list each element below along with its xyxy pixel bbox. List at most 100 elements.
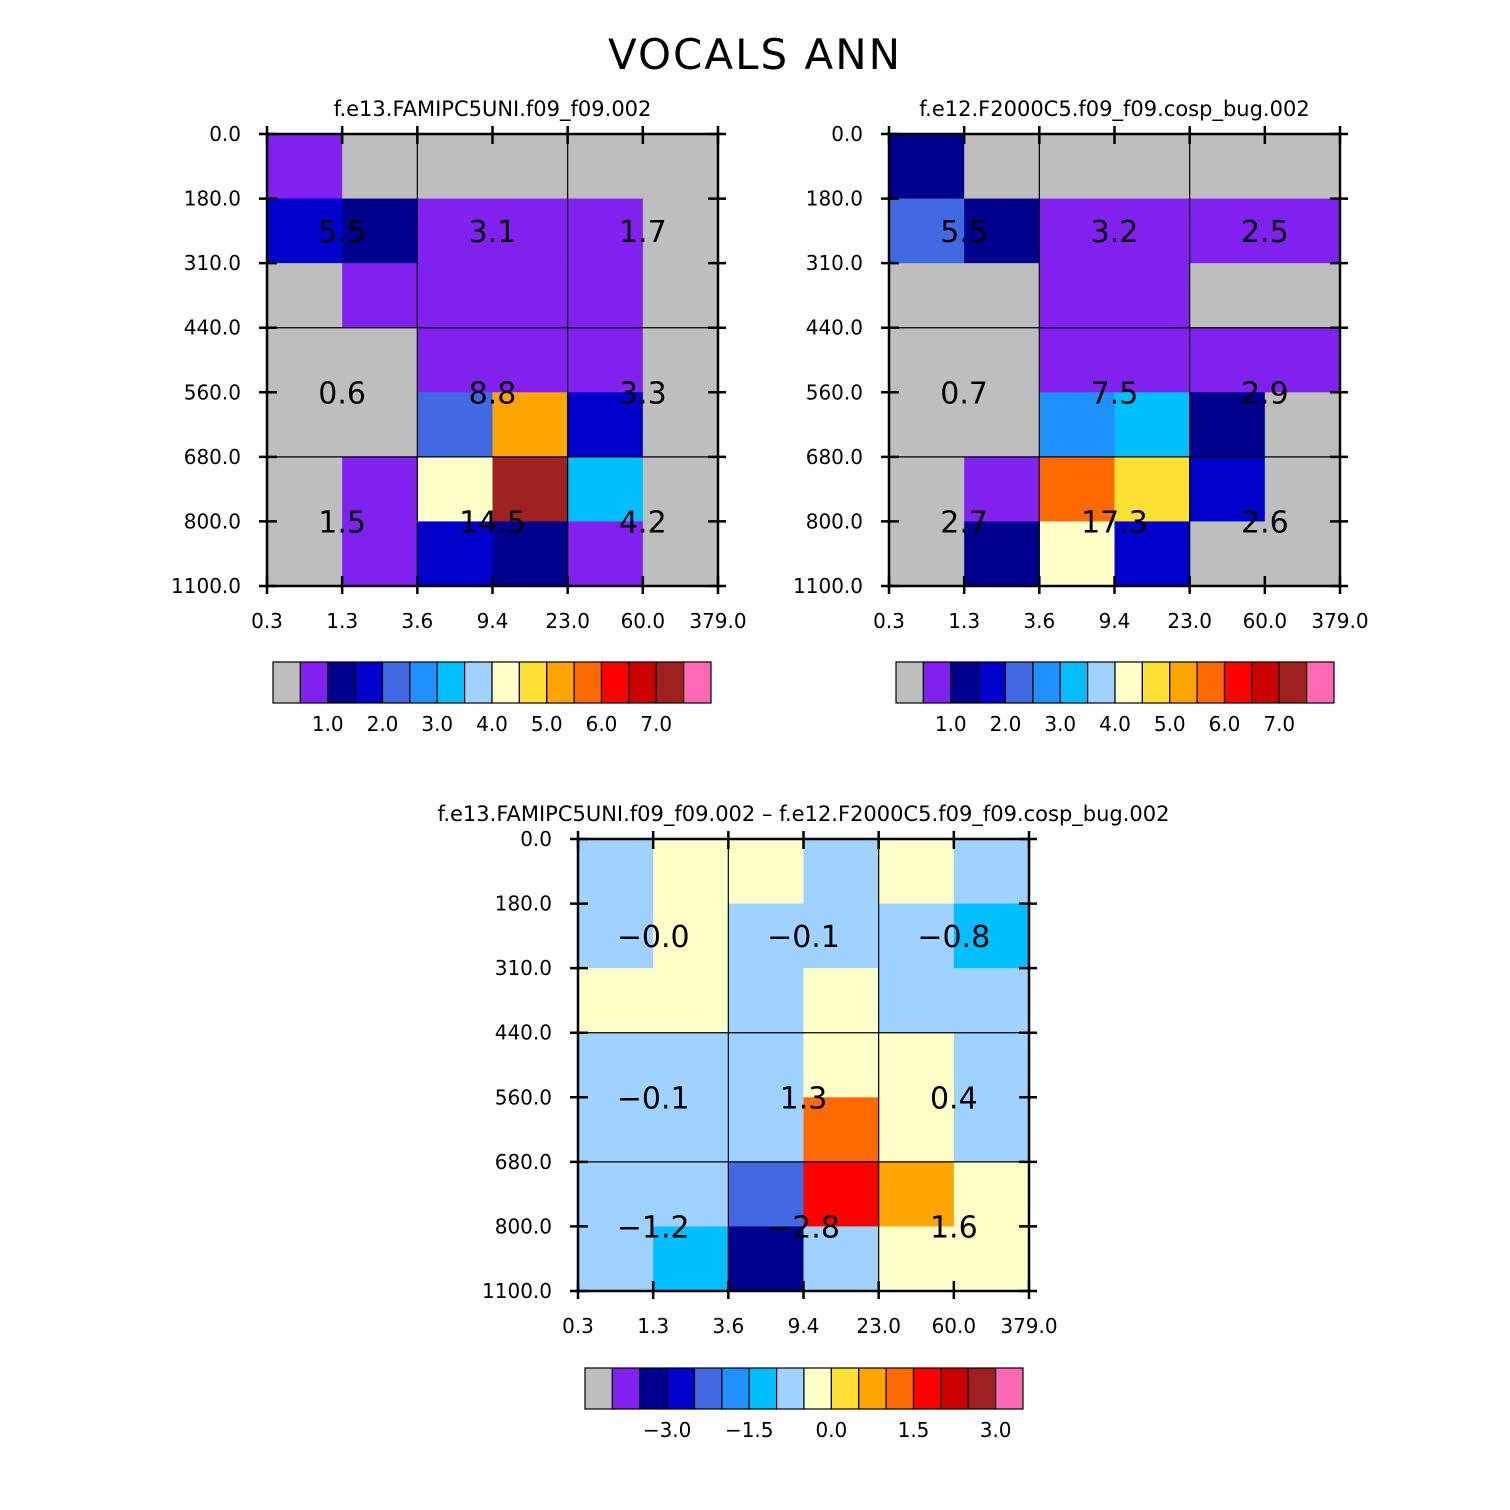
heatmap-cell — [567, 521, 644, 587]
y-tick-label: 0.0 — [831, 122, 863, 146]
heatmap-cell — [1264, 134, 1341, 200]
data-label: 0.4 — [930, 1081, 978, 1116]
heatmap-cell — [728, 903, 805, 969]
y-tick-label: 1100.0 — [171, 574, 241, 598]
heatmap-cell — [1189, 134, 1266, 200]
heatmap-cell — [1039, 456, 1116, 523]
heatmap-cell — [492, 521, 569, 587]
heatmap-cell — [1264, 198, 1341, 264]
colorbar-swatch — [491, 661, 520, 704]
main-title: VOCALS ANN — [607, 30, 903, 79]
x-tick-label: 379.0 — [1000, 1314, 1057, 1338]
colorbar-swatch — [381, 661, 411, 704]
heatmap-cell — [878, 839, 955, 905]
heatmap-cell — [1264, 327, 1341, 393]
colorbar-label: 3.0 — [421, 712, 453, 736]
colorbar-swatch — [803, 1367, 832, 1410]
heatmap-cell — [878, 1226, 955, 1292]
heatmap-cell — [953, 1032, 1030, 1098]
heatmap-cell — [267, 456, 343, 523]
heatmap-cell — [1189, 392, 1266, 458]
heatmap-cell — [492, 263, 569, 329]
colorbar-swatch — [1196, 661, 1226, 704]
heatmap-cell — [1114, 521, 1191, 587]
heatmap-cell — [567, 456, 644, 523]
heatmap-cell — [1039, 392, 1116, 458]
x-tick-label: 1.3 — [326, 609, 358, 633]
heatmap-cell — [653, 968, 729, 1034]
colorbar-label: 1.5 — [898, 1418, 930, 1442]
heatmap-cell — [1039, 327, 1116, 393]
heatmap-cell — [653, 1226, 729, 1292]
x-tick-label: 60.0 — [1243, 609, 1288, 633]
colorbar-label: 7.0 — [1263, 712, 1295, 736]
colorbar-label: −1.5 — [725, 1418, 774, 1442]
heatmap-cell — [1114, 456, 1191, 523]
colorbar-swatch — [693, 1367, 723, 1410]
x-tick-label: 9.4 — [1099, 609, 1131, 633]
colorbar-label: 5.0 — [531, 712, 563, 736]
x-tick-label: 9.4 — [477, 609, 509, 633]
colorbar-label: 7.0 — [640, 712, 672, 736]
x-tick-label: 23.0 — [1167, 609, 1212, 633]
heatmap-cell — [578, 1097, 654, 1163]
heatmap-cell — [267, 327, 343, 393]
colorbar-swatch — [1114, 661, 1143, 704]
heatmap-cell — [803, 1032, 880, 1098]
y-tick-label: 680.0 — [806, 445, 863, 469]
data-label: 2.6 — [1241, 505, 1289, 540]
heatmap-cell — [1189, 327, 1266, 393]
heatmap-cell — [267, 392, 343, 458]
heatmap-cell — [1039, 263, 1116, 329]
colorbar-swatch — [950, 661, 979, 704]
heatmap-cell — [642, 456, 719, 523]
heatmap-cell — [492, 456, 569, 523]
colorbar-swatch — [830, 1367, 860, 1410]
heatmap-cell — [342, 521, 418, 587]
heatmap-cell — [964, 456, 1040, 523]
heatmap-cell — [417, 327, 494, 393]
heatmap-cell — [964, 198, 1040, 264]
heatmap-cell — [492, 327, 569, 393]
data-label: 1.5 — [318, 505, 366, 540]
colorbar-label: 2.0 — [367, 712, 399, 736]
heatmap-cell — [803, 1097, 880, 1163]
x-tick-label: 0.3 — [562, 1314, 594, 1338]
data-label: 1.7 — [619, 215, 667, 250]
colorbar-swatch — [436, 661, 466, 704]
heatmap-cell — [889, 263, 965, 329]
y-tick-label: 180.0 — [184, 187, 241, 211]
data-label: −1.2 — [617, 1210, 690, 1245]
heatmap-cell — [878, 1097, 955, 1163]
heatmap-cell — [578, 1226, 654, 1292]
data-label: 3.2 — [1091, 215, 1139, 250]
heatmap-cell — [1189, 198, 1266, 264]
x-tick-label: 23.0 — [545, 609, 590, 633]
heatmap-cell — [492, 392, 569, 458]
heatmap-cell — [1264, 263, 1341, 329]
heatmap-cell — [567, 134, 644, 200]
heatmap-cell — [417, 134, 494, 200]
x-tick-label: 3.6 — [1023, 609, 1055, 633]
colorbar-swatch — [464, 661, 493, 704]
heatmap-cell — [953, 968, 1030, 1034]
y-tick-label: 560.0 — [806, 380, 863, 404]
heatmap-cell — [1114, 134, 1191, 200]
heatmap-cell — [417, 392, 494, 458]
heatmap-cell — [728, 968, 805, 1034]
colorbar-swatch — [639, 1367, 668, 1410]
y-tick-label: 180.0 — [495, 892, 552, 916]
colorbar-swatch — [611, 1367, 641, 1410]
heatmap-cell — [964, 392, 1040, 458]
colorbar-swatch — [977, 661, 1007, 704]
heatmap-cell — [567, 263, 644, 329]
heatmap-cell — [889, 456, 965, 523]
colorbar-label: −3.0 — [643, 1418, 692, 1442]
heatmap-cell — [953, 839, 1030, 905]
heatmap-cell — [1189, 456, 1266, 523]
data-label: 0.6 — [318, 376, 366, 411]
heatmap-cell — [878, 903, 955, 969]
heatmap-cell — [1189, 263, 1266, 329]
heatmap-cell — [803, 1161, 880, 1228]
colorbar-swatch — [1223, 661, 1253, 704]
